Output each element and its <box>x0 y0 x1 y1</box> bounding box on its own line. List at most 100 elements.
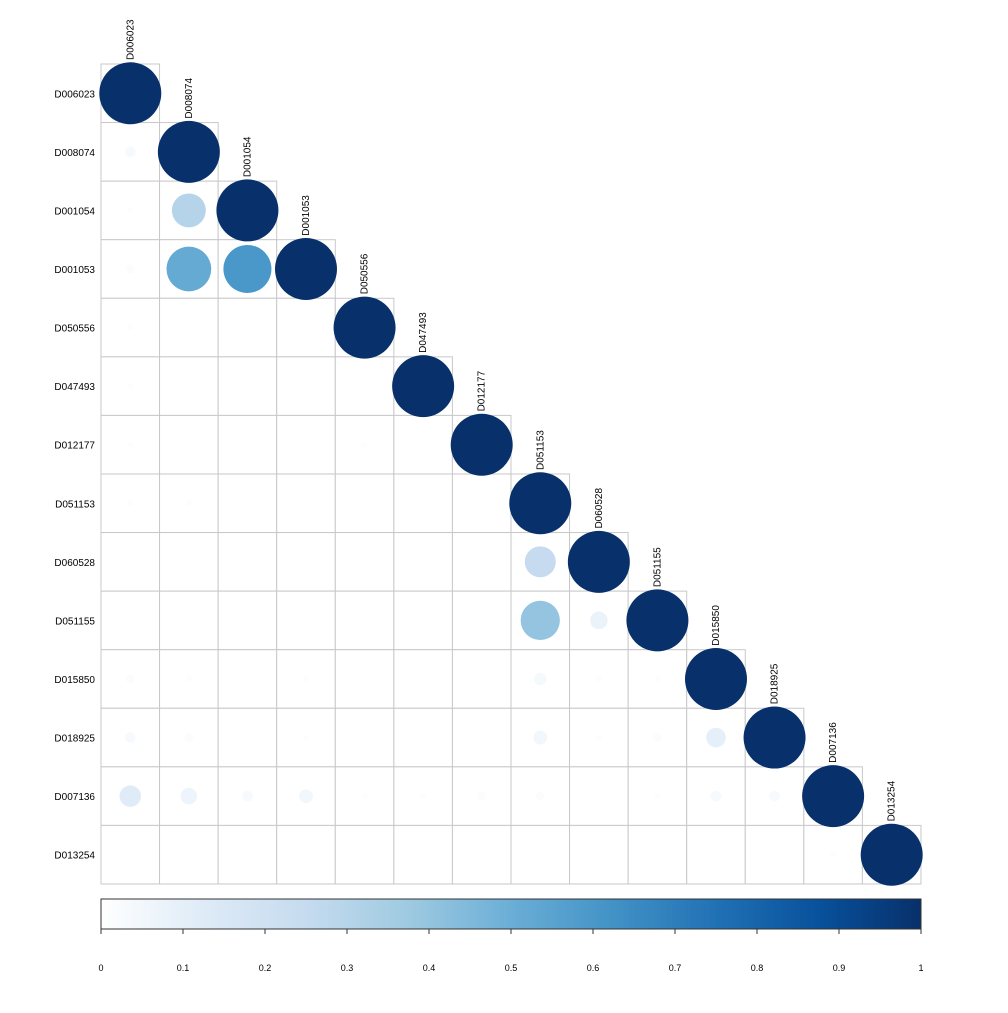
matrix-cell <box>159 824 219 885</box>
matrix-cell <box>334 707 395 768</box>
matrix-cell <box>334 356 395 416</box>
matrix-cell <box>334 590 395 651</box>
matrix-cell <box>217 297 278 358</box>
row-label: D006023 <box>54 89 95 100</box>
correlation-circle <box>654 793 661 800</box>
correlation-circle <box>185 675 192 683</box>
row-label: D051153 <box>55 499 95 510</box>
matrix-cell <box>217 532 278 592</box>
correlation-circle <box>535 791 545 801</box>
matrix-cell <box>276 590 336 651</box>
correlation-circle <box>171 193 206 228</box>
correlation-circle <box>99 62 162 125</box>
matrix-cell <box>217 356 278 416</box>
matrix-cell <box>334 532 395 592</box>
correlation-circle <box>361 793 368 800</box>
correlation-circle <box>166 246 212 292</box>
row-label: D001054 <box>54 206 95 217</box>
matrix-cell <box>217 414 278 475</box>
column-label: D018925 <box>770 663 781 704</box>
matrix-cell <box>686 824 746 885</box>
matrix-cell <box>159 297 219 358</box>
correlation-circle <box>333 296 396 359</box>
correlation-circle <box>477 791 487 801</box>
correlation-circle <box>184 733 194 742</box>
correlation-circle <box>684 647 747 710</box>
correlation-circle <box>127 383 134 390</box>
correlation-circle <box>127 500 134 507</box>
correlation-circle <box>185 500 192 507</box>
colorbar-tick-label: 0.1 <box>177 963 190 973</box>
correlation-circle <box>595 734 602 741</box>
correlation-circle <box>653 733 662 742</box>
colorbar-tick-label: 1 <box>918 963 923 973</box>
colorbar-tick-label: 0.7 <box>669 963 682 973</box>
matrix-cell <box>276 414 336 475</box>
row-label: D013254 <box>54 851 95 862</box>
correlation-circle <box>124 732 136 743</box>
matrix-cell <box>393 473 453 534</box>
matrix-cell <box>100 590 161 651</box>
colorbar-gradient <box>100 898 922 930</box>
correlation-circle <box>125 674 135 684</box>
correlation-circle <box>223 244 272 294</box>
correlation-circle <box>595 675 602 683</box>
correlation-circle <box>124 146 136 158</box>
matrix-cell <box>276 473 336 534</box>
correlation-circle <box>520 600 560 641</box>
matrix-cell <box>393 707 453 768</box>
correlation-circle <box>216 179 279 242</box>
row-label: D051155 <box>55 616 95 627</box>
correlation-circle <box>299 789 313 804</box>
correlation-circle <box>533 730 548 745</box>
colorbar-tick-label: 0.5 <box>505 963 518 973</box>
correlation-circle <box>590 611 608 630</box>
row-label: D001053 <box>54 265 95 276</box>
correlation-circle <box>654 675 661 683</box>
correlation-circle <box>180 787 198 805</box>
correlation-circle <box>710 790 722 802</box>
correlation-circle <box>743 706 806 769</box>
column-label: D008074 <box>184 78 195 119</box>
matrix-cell <box>393 590 453 651</box>
matrix-cell <box>510 824 571 885</box>
colorbar-tick-label: 0.8 <box>751 963 764 973</box>
matrix-cell <box>393 532 453 592</box>
correlation-circle <box>127 324 134 331</box>
matrix-cell <box>393 649 453 709</box>
matrix-cell <box>627 824 688 885</box>
matrix-cell <box>451 532 512 592</box>
correlation-circle <box>274 237 337 300</box>
correlation-circle <box>450 413 513 476</box>
matrix-cell <box>100 532 161 592</box>
correlation-circle <box>534 672 547 686</box>
row-label: D060528 <box>54 558 95 569</box>
matrix-cell <box>159 590 219 651</box>
column-label: D006023 <box>125 19 136 60</box>
correlation-circle <box>302 675 310 683</box>
correlation-circle <box>769 790 780 802</box>
column-label: D047493 <box>418 312 429 353</box>
matrix-cell <box>100 824 161 885</box>
matrix-cell <box>217 473 278 534</box>
matrix-cell <box>744 824 805 885</box>
matrix-cell <box>217 649 278 709</box>
column-label: D051155 <box>652 547 663 587</box>
column-label: D001053 <box>301 195 312 236</box>
correlation-circle <box>420 793 427 800</box>
matrix-cell <box>569 766 629 826</box>
column-label: D007136 <box>828 722 839 763</box>
correlation-circle <box>302 734 310 741</box>
colorbar-tick-label: 0.2 <box>259 963 272 973</box>
column-label: D051153 <box>535 430 546 470</box>
correlation-circles <box>99 62 923 886</box>
colorbar-tick-label: 0.4 <box>423 963 436 973</box>
correlation-circle <box>860 823 923 886</box>
matrix-cell <box>217 824 278 885</box>
matrix-cell <box>569 824 629 885</box>
row-label: D012177 <box>54 441 95 452</box>
matrix-cell <box>451 649 512 709</box>
matrix-cell <box>276 824 336 885</box>
matrix-cell <box>159 414 219 475</box>
